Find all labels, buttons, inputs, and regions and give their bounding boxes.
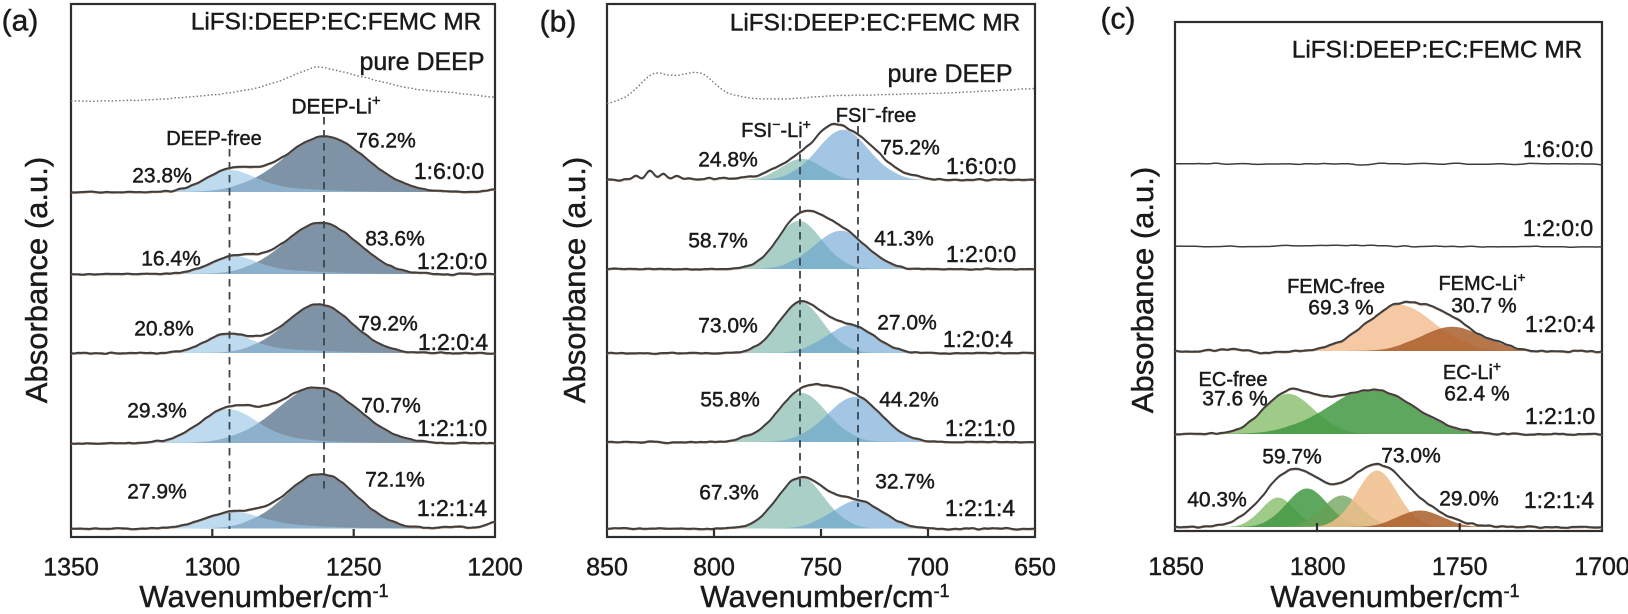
svg-text:1200: 1200: [467, 553, 523, 581]
svg-text:32.7%: 32.7%: [875, 471, 935, 494]
svg-text:(c): (c): [1101, 3, 1136, 36]
svg-text:55.8%: 55.8%: [700, 389, 760, 412]
svg-text:1:2:0:4: 1:2:0:4: [418, 329, 489, 355]
svg-text:Wavenumber/cm-1: Wavenumber/cm-1: [139, 579, 388, 614]
svg-text:1:6:0:0: 1:6:0:0: [414, 158, 484, 184]
svg-text:75.2%: 75.2%: [880, 137, 940, 160]
svg-text:23.8%: 23.8%: [132, 165, 192, 188]
svg-text:EC-free: EC-free: [1199, 369, 1268, 391]
svg-text:41.3%: 41.3%: [874, 228, 934, 251]
svg-text:1:2:0:4: 1:2:0:4: [1525, 311, 1596, 337]
svg-text:1:2:1:4: 1:2:1:4: [417, 495, 488, 521]
svg-text:1250: 1250: [326, 553, 382, 581]
svg-text:800: 800: [693, 553, 735, 581]
svg-text:62.4 %: 62.4 %: [1444, 383, 1509, 406]
svg-text:1350: 1350: [43, 553, 99, 581]
svg-text:27.0%: 27.0%: [877, 312, 937, 335]
svg-text:1:2:0:0: 1:2:0:0: [417, 248, 487, 274]
svg-text:72.1%: 72.1%: [365, 469, 425, 492]
svg-text:73.0%: 73.0%: [698, 315, 758, 338]
svg-text:1300: 1300: [184, 553, 240, 581]
svg-text:1700: 1700: [1574, 553, 1628, 581]
svg-text:67.3%: 67.3%: [699, 482, 759, 505]
svg-text:DEEP-free: DEEP-free: [166, 128, 262, 150]
svg-text:Absorbance (a.u.): Absorbance (a.u.): [1125, 167, 1160, 413]
svg-text:73.0%: 73.0%: [1381, 445, 1441, 468]
svg-text:83.6%: 83.6%: [365, 228, 425, 251]
svg-text:1800: 1800: [1290, 553, 1346, 581]
svg-text:40.3%: 40.3%: [1187, 489, 1247, 512]
svg-text:Wavenumber/cm-1: Wavenumber/cm-1: [700, 579, 949, 614]
svg-text:1:6:0:0: 1:6:0:0: [1523, 136, 1593, 162]
svg-text:20.8%: 20.8%: [134, 318, 194, 341]
svg-text:70.7%: 70.7%: [361, 395, 421, 418]
svg-text:59.7%: 59.7%: [1262, 446, 1322, 469]
svg-text:1:2:0:4: 1:2:0:4: [943, 326, 1014, 352]
svg-text:EC-Li+: EC-Li+: [1443, 358, 1501, 384]
svg-text:Absorbance (a.u.): Absorbance (a.u.): [557, 157, 592, 403]
svg-text:1:2:1:0: 1:2:1:0: [417, 415, 487, 441]
svg-text:650: 650: [1014, 553, 1056, 581]
svg-text:FSI−-Li+: FSI−-Li+: [741, 116, 811, 142]
svg-text:79.2%: 79.2%: [358, 313, 418, 336]
svg-text:1:2:1:0: 1:2:1:0: [1525, 403, 1595, 429]
svg-text:LiFSI:DEEP:EC:FEMC MR: LiFSI:DEEP:EC:FEMC MR: [1292, 37, 1582, 64]
svg-text:58.7%: 58.7%: [688, 230, 748, 253]
svg-text:76.2%: 76.2%: [356, 130, 416, 153]
svg-text:29.0%: 29.0%: [1439, 488, 1499, 511]
svg-text:750: 750: [800, 553, 842, 581]
svg-text:24.8%: 24.8%: [698, 149, 758, 172]
svg-text:1:2:0:0: 1:2:0:0: [946, 241, 1016, 267]
svg-text:1:6:0:0: 1:6:0:0: [946, 153, 1016, 179]
svg-text:16.4%: 16.4%: [141, 248, 201, 271]
svg-text:1850: 1850: [1148, 553, 1204, 581]
svg-text:1:2:1:4: 1:2:1:4: [945, 495, 1016, 521]
svg-text:1:2:1:0: 1:2:1:0: [945, 415, 1015, 441]
svg-text:(a): (a): [2, 5, 39, 38]
svg-text:1:2:1:4: 1:2:1:4: [1524, 487, 1595, 513]
svg-text:1:2:0:0: 1:2:0:0: [1523, 215, 1593, 241]
svg-text:29.3%: 29.3%: [127, 400, 187, 423]
svg-text:FSI−-free: FSI−-free: [836, 101, 916, 127]
svg-text:pure DEEP: pure DEEP: [887, 60, 1012, 88]
svg-text:LiFSI:DEEP:EC:FEMC MR: LiFSI:DEEP:EC:FEMC MR: [191, 9, 481, 36]
svg-text:27.9%: 27.9%: [127, 481, 187, 504]
svg-text:FEMC-Li+: FEMC-Li+: [1438, 269, 1525, 295]
svg-text:37.6 %: 37.6 %: [1202, 388, 1267, 411]
svg-text:850: 850: [586, 553, 628, 581]
svg-text:69.3 %: 69.3 %: [1308, 297, 1373, 320]
svg-text:Absorbance (a.u.): Absorbance (a.u.): [19, 157, 54, 403]
svg-text:30.7 %: 30.7 %: [1451, 295, 1516, 318]
svg-text:700: 700: [907, 553, 949, 581]
svg-text:FEMC-free: FEMC-free: [1287, 276, 1385, 298]
svg-text:pure DEEP: pure DEEP: [359, 48, 484, 76]
svg-text:44.2%: 44.2%: [879, 389, 939, 412]
svg-text:(b): (b): [540, 6, 577, 39]
svg-text:Wavenumber/cm-1: Wavenumber/cm-1: [1270, 579, 1519, 614]
svg-text:1750: 1750: [1432, 553, 1488, 581]
svg-text:LiFSI:DEEP:EC:FEMC MR: LiFSI:DEEP:EC:FEMC MR: [730, 10, 1020, 37]
svg-text:DEEP-Li+: DEEP-Li+: [291, 93, 381, 119]
